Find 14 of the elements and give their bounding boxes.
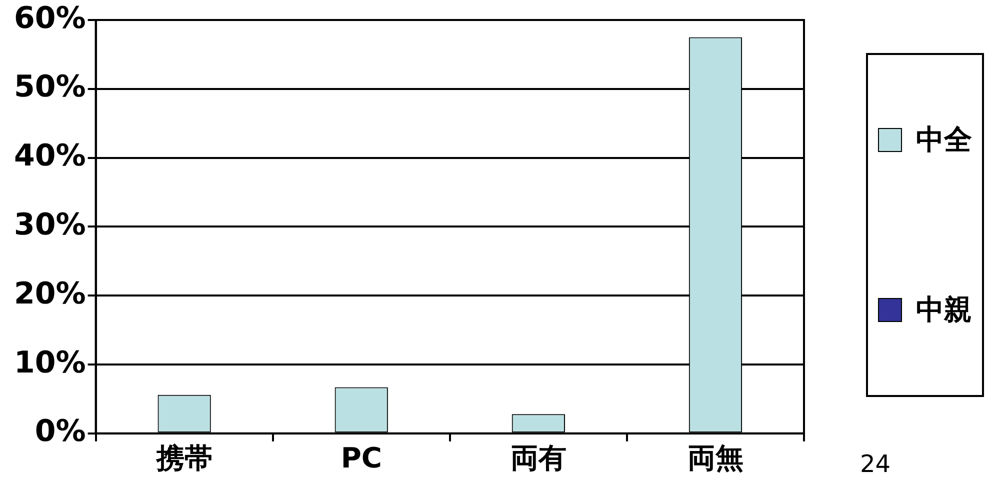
y-tick-label: 40% [14,138,86,174]
x-tick-label: 両無 [687,441,744,474]
y-tick-label: 10% [14,345,86,380]
y-tick-label: 20% [14,276,86,312]
y-tick-label: 0% [34,414,86,450]
y-tick-label: 50% [14,70,86,105]
text: 24 [860,450,891,478]
legend-label: 中親 [916,292,972,328]
x-tick-label: 両有 [510,441,566,474]
y-tick-label: 60% [14,0,86,36]
x-tick-label: 携帯 [155,441,212,474]
x-tick-label: PC [340,441,382,474]
legend-label: 中全 [916,122,972,158]
y-tick-label: 30% [14,207,86,242]
